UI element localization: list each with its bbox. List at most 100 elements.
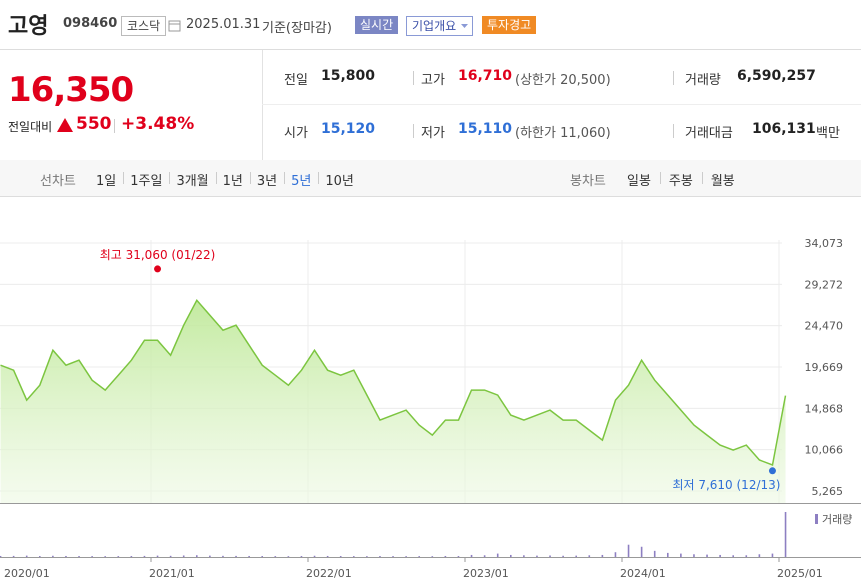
period-tab[interactable]: 1일 <box>96 174 117 189</box>
volume-bar <box>653 550 656 557</box>
volume-bar <box>287 556 290 557</box>
volume-bar <box>588 555 591 557</box>
change: 550 <box>76 114 112 134</box>
volume-bar <box>182 555 185 557</box>
separator <box>413 124 414 138</box>
volume-bar <box>366 556 368 557</box>
volume-bar <box>431 556 434 557</box>
period-tab[interactable]: 월봉 <box>710 174 735 189</box>
volume-bar <box>758 554 761 557</box>
volume-bar <box>235 555 237 557</box>
period-tab[interactable]: 1년 <box>222 174 243 189</box>
warning-badge: 투자경고 <box>482 16 537 34</box>
stat-label: 시가 <box>284 126 308 141</box>
volume-bar <box>392 556 394 557</box>
period-tab[interactable]: 1주일 <box>130 174 163 189</box>
volume-bar <box>719 554 721 557</box>
volume-bar <box>195 555 198 557</box>
volume-bar <box>156 555 159 557</box>
volume-bar <box>379 556 381 557</box>
volume-bar <box>0 555 2 557</box>
y-tick-label: 24,470 <box>805 320 844 333</box>
period-tab[interactable]: 주봉 <box>668 174 693 189</box>
separator <box>673 71 674 85</box>
volume-bar <box>575 555 578 557</box>
volume-bar <box>209 555 211 557</box>
volume-bar <box>627 544 630 557</box>
volume-bar <box>405 556 407 557</box>
realtime-badge[interactable]: 실시간 <box>355 16 399 34</box>
volume-bar <box>12 555 15 557</box>
volume-bar <box>457 556 460 557</box>
volume-bar <box>496 553 499 557</box>
y-tick-label: 14,868 <box>805 402 844 415</box>
period-tab[interactable]: 일봉 <box>627 174 651 189</box>
volume-legend: 거래량 <box>822 513 852 526</box>
volume-bar <box>706 554 708 557</box>
volume-bar <box>523 555 525 557</box>
company-badge[interactable]: 기업개요 <box>406 16 474 36</box>
period-tab[interactable]: 10년 <box>325 174 354 189</box>
volume-bar <box>117 556 120 557</box>
separator <box>114 119 115 133</box>
volume-bar <box>771 553 774 557</box>
stat-note: (상한가 20,500) <box>515 73 611 88</box>
x-tick-label: 2022/01 <box>306 567 352 580</box>
volume-bar <box>130 556 133 557</box>
volume-bar <box>222 555 224 557</box>
volume-bar <box>666 552 669 557</box>
y-tick-label: 19,669 <box>805 361 844 374</box>
y-tick-label: 10,066 <box>805 444 844 457</box>
volume-bar <box>38 556 41 557</box>
period-tab[interactable]: 3년 <box>256 174 278 189</box>
x-tick-label: 2020/01 <box>4 567 50 580</box>
max-marker <box>154 265 162 273</box>
period-tab[interactable]: 3개월 <box>176 174 209 189</box>
stat-label: 고가 <box>421 73 445 88</box>
volume-bar <box>326 555 329 557</box>
period-tab[interactable]: 5년 <box>291 174 312 189</box>
stat-value: 106,131 <box>752 121 816 137</box>
separator <box>169 172 171 184</box>
quote-row-divider <box>262 104 861 105</box>
volume-bar <box>352 556 355 557</box>
price-area <box>0 300 786 503</box>
price: 16,350 <box>8 70 134 110</box>
dropdown-icon <box>461 24 469 28</box>
volume-bar <box>680 553 682 557</box>
volume-bar <box>248 555 250 557</box>
volume-bar <box>601 554 604 557</box>
volume-bar <box>300 556 303 557</box>
volume-bar <box>444 555 447 557</box>
volume-bar <box>91 556 93 557</box>
volume-bar <box>640 546 643 557</box>
volume-bar <box>274 556 277 557</box>
volume-bar <box>470 554 473 557</box>
max-label: 최고 31,060 (01/22) <box>100 248 216 262</box>
stock-name: 고영 <box>8 14 49 39</box>
tab-group-label: 봉차트 <box>570 174 606 189</box>
volume-bar <box>78 556 80 557</box>
stat-label: 저가 <box>421 126 445 141</box>
y-tick-label: 34,073 <box>805 237 844 250</box>
stat-label: 전일 <box>284 73 308 88</box>
up-arrow <box>57 118 73 132</box>
volume-bar <box>784 512 787 557</box>
stat-note: (하한가 11,060) <box>515 126 611 141</box>
x-tick-label: 2025/01 <box>777 567 823 580</box>
min-label: 최저 7,610 (12/13) <box>672 478 780 492</box>
stat-label: 거래량 <box>685 73 721 88</box>
volume-bar <box>693 554 695 557</box>
calendar-icon <box>168 20 181 32</box>
volume-bar <box>536 555 538 557</box>
volume-bar <box>732 555 735 557</box>
volume-bar <box>25 555 28 557</box>
change-rate: +3.48% <box>121 114 195 134</box>
separator <box>215 172 217 184</box>
volume-bar <box>745 555 748 557</box>
volume-bar <box>65 555 67 557</box>
volume-bar <box>614 552 617 557</box>
separator <box>318 172 320 184</box>
stat-value: 6,590,257 <box>737 68 816 84</box>
